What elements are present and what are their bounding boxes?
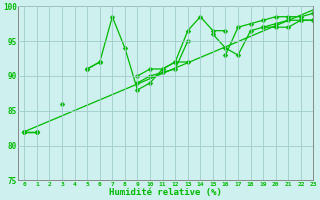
X-axis label: Humidité relative (%): Humidité relative (%) bbox=[109, 188, 222, 197]
